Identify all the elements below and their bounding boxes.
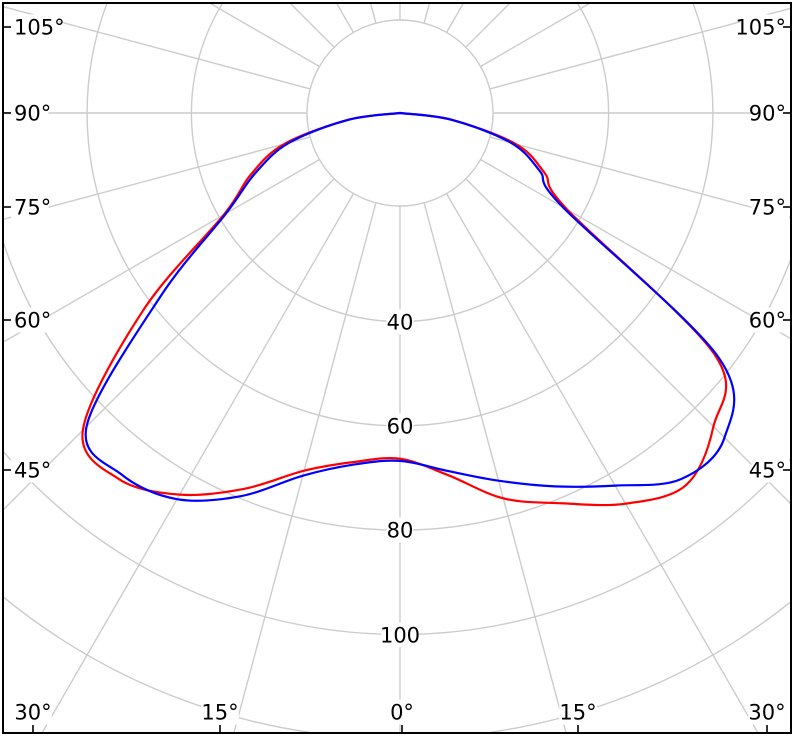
angle-label-right-45deg-bg <box>751 457 789 483</box>
radial-label-60: 60 <box>387 415 414 439</box>
angle-label-left-90deg-bg <box>11 100 49 126</box>
angle-label-right-75deg: 75° <box>749 196 786 220</box>
grid-spoke-300 <box>4 158 320 343</box>
angle-label-left-105deg-bg <box>11 14 59 40</box>
angle-label-bottom-1-bg <box>201 699 239 725</box>
angle-label-bottom-3-bg <box>559 699 597 725</box>
angle-label-left-45deg-bg <box>11 457 49 483</box>
angle-label-right-45deg: 45° <box>749 459 786 483</box>
grid-spoke-345 <box>233 202 377 732</box>
angle-label-bottom-2: 0° <box>390 701 414 725</box>
chart-frame <box>2 2 792 734</box>
grid-spoke-75 <box>489 136 790 219</box>
angle-label-right-105deg-bg <box>741 14 789 40</box>
angle-label-left-60deg: 60° <box>14 309 51 333</box>
angle-label-right-75deg-bg <box>751 194 789 220</box>
grid-spoke-45 <box>465 178 790 504</box>
radial-label-40-bg <box>386 309 414 335</box>
angle-label-right-60deg: 60° <box>749 309 786 333</box>
angle-label-left-60deg-bg <box>11 307 49 333</box>
angle-label-left-105deg: 105° <box>14 16 65 40</box>
radial-label-60-bg <box>386 413 414 439</box>
grid-spoke-285 <box>4 136 311 220</box>
grid-spoke-30 <box>445 193 759 732</box>
frame-rect <box>2 2 792 734</box>
angle-label-right-105deg: 105° <box>735 16 786 40</box>
radial-label-80: 80 <box>387 519 414 543</box>
angle-label-bottom-2-bg <box>388 699 416 725</box>
angle-label-bottom-0-bg <box>14 699 52 725</box>
angle-label-right-90deg-bg <box>751 100 789 126</box>
angle-label-left-75deg-bg <box>11 194 49 220</box>
radial-label-100-bg <box>381 622 419 648</box>
angle-label-bottom-4-bg <box>748 699 786 725</box>
angle-label-left-75deg: 75° <box>14 196 51 220</box>
intensity-curves <box>81 111 736 507</box>
radial-label-40: 40 <box>387 311 414 335</box>
grid-spoke-315 <box>4 178 335 510</box>
angle-label-bottom-1: 15° <box>201 701 238 725</box>
angle-label-right-90deg: 90° <box>749 102 786 126</box>
grid-spoke-60 <box>480 158 790 339</box>
radial-label-80-bg <box>386 517 414 543</box>
grid-spoke-105 <box>489 7 790 90</box>
angle-label-left-90deg: 90° <box>14 102 51 126</box>
angle-label-bottom-4: 30° <box>748 701 785 725</box>
curve-blue <box>84 111 736 502</box>
angle-label-right-60deg-bg <box>751 307 789 333</box>
radial-label-100: 100 <box>380 624 420 648</box>
grid-spoke-15 <box>423 202 567 732</box>
angle-label-bottom-3: 15° <box>559 701 596 725</box>
axis-labels: 105° 90° 75° 60° 45° 105° 90° 75° 60° 45° 30° 15° 0°… <box>11 14 789 725</box>
angle-label-bottom-0: 30° <box>14 701 51 725</box>
grid-spoke-330 <box>41 193 355 732</box>
axis-ticks <box>3 26 791 733</box>
grid-spoke-255 <box>4 6 311 90</box>
angle-label-left-45deg: 45° <box>14 459 51 483</box>
